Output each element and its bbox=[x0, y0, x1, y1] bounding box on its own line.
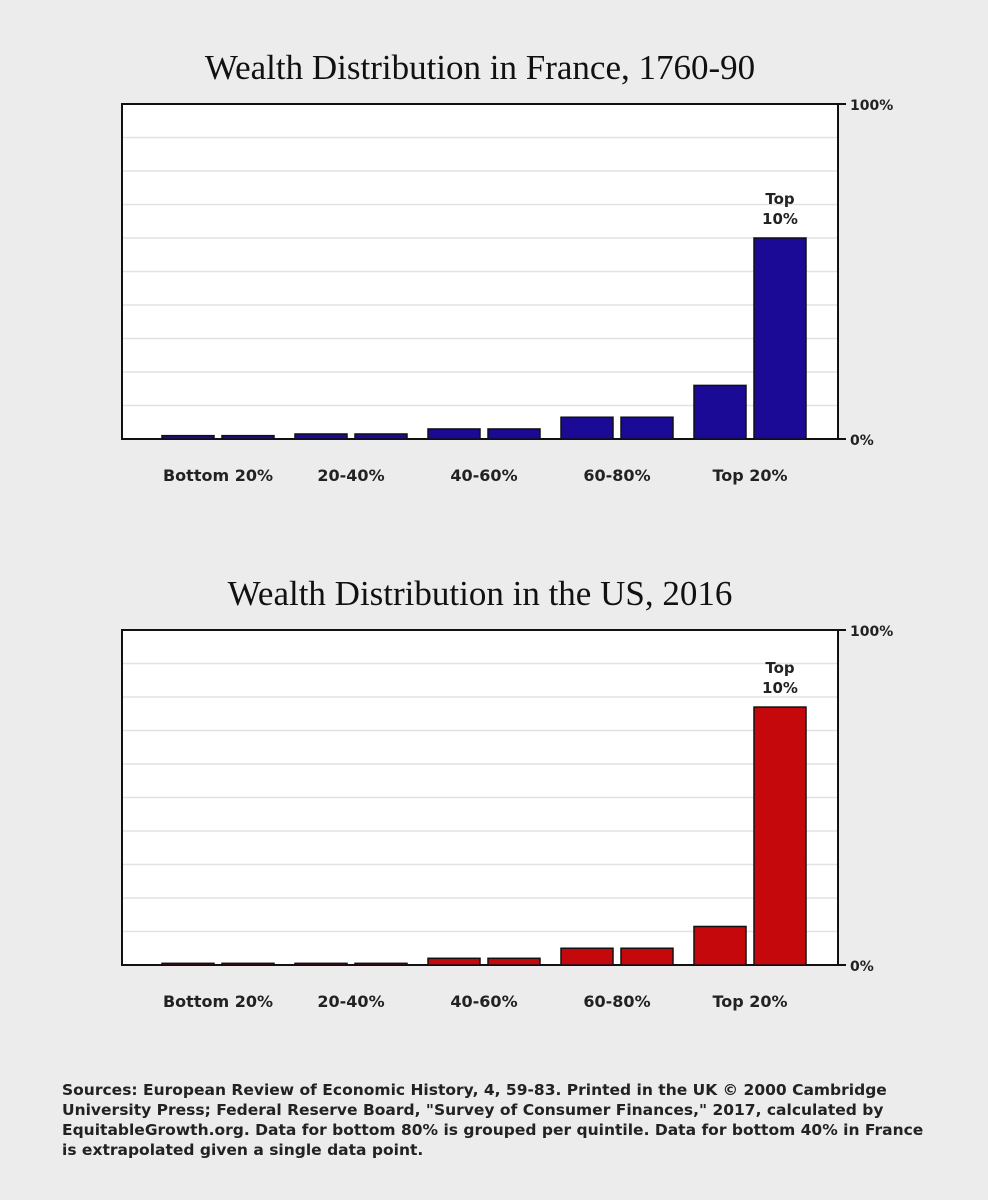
bar-60-80--1 bbox=[560, 947, 614, 966]
bar-60-80--2 bbox=[620, 416, 674, 440]
x-tick-label: 40-60% bbox=[450, 466, 517, 485]
france-wealth-chart: Bottom 20% 20-40% 40-60% 60-80% Top 20% 100% 0… bbox=[121, 98, 893, 485]
bar-bottom-20--2 bbox=[221, 434, 275, 440]
top-10-annotation: 10% bbox=[762, 210, 798, 228]
bar-top-20--1 bbox=[693, 384, 747, 440]
bar-60-80--1 bbox=[560, 416, 614, 440]
chart-title-france: Wealth Distribution in France, 1760-90 bbox=[204, 48, 756, 87]
top-10-annotation: Top bbox=[765, 190, 795, 208]
bar-top-20--1 bbox=[693, 925, 747, 966]
bar-top-20--2 bbox=[753, 706, 807, 966]
bar-40-60--2 bbox=[487, 428, 541, 440]
bar-bottom-20--1 bbox=[161, 962, 215, 966]
sources-note: Sources: European Review of Economic His… bbox=[62, 1081, 924, 1159]
y-tick-label-bottom: 0% bbox=[850, 433, 874, 449]
x-tick-label: 20-40% bbox=[317, 466, 384, 485]
y-tick-label-top: 100% bbox=[850, 624, 893, 640]
us-wealth-chart: Bottom 20% 20-40% 40-60% 60-80% Top 20% 100% 0… bbox=[121, 624, 893, 1011]
x-tick-label: 60-80% bbox=[583, 466, 650, 485]
x-tick-label: Top 20% bbox=[712, 992, 787, 1011]
x-tick-label: 20-40% bbox=[317, 992, 384, 1011]
x-tick-label: 60-80% bbox=[583, 992, 650, 1011]
bar-60-80--2 bbox=[620, 947, 674, 966]
bar-top-20--2 bbox=[753, 237, 807, 440]
x-tick-label: Bottom 20% bbox=[163, 466, 273, 485]
y-tick-label-bottom: 0% bbox=[850, 959, 874, 975]
bar-40-60--1 bbox=[427, 957, 481, 966]
x-tick-label: 40-60% bbox=[450, 992, 517, 1011]
bar-20-40--1 bbox=[294, 962, 348, 966]
x-tick-label: Top 20% bbox=[712, 466, 787, 485]
bar-20-40--2 bbox=[354, 433, 408, 440]
x-tick-label: Bottom 20% bbox=[163, 992, 273, 1011]
bar-bottom-20--1 bbox=[161, 434, 215, 440]
top-10-annotation: Top bbox=[765, 659, 795, 677]
top-10-annotation: 10% bbox=[762, 679, 798, 697]
bar-20-40--2 bbox=[354, 962, 408, 966]
bar-40-60--2 bbox=[487, 957, 541, 966]
bar-bottom-20--2 bbox=[221, 962, 275, 966]
bar-20-40--1 bbox=[294, 433, 348, 440]
bar-40-60--1 bbox=[427, 428, 481, 440]
y-tick-label-top: 100% bbox=[850, 98, 893, 114]
chart-title-us: Wealth Distribution in the US, 2016 bbox=[227, 574, 733, 613]
